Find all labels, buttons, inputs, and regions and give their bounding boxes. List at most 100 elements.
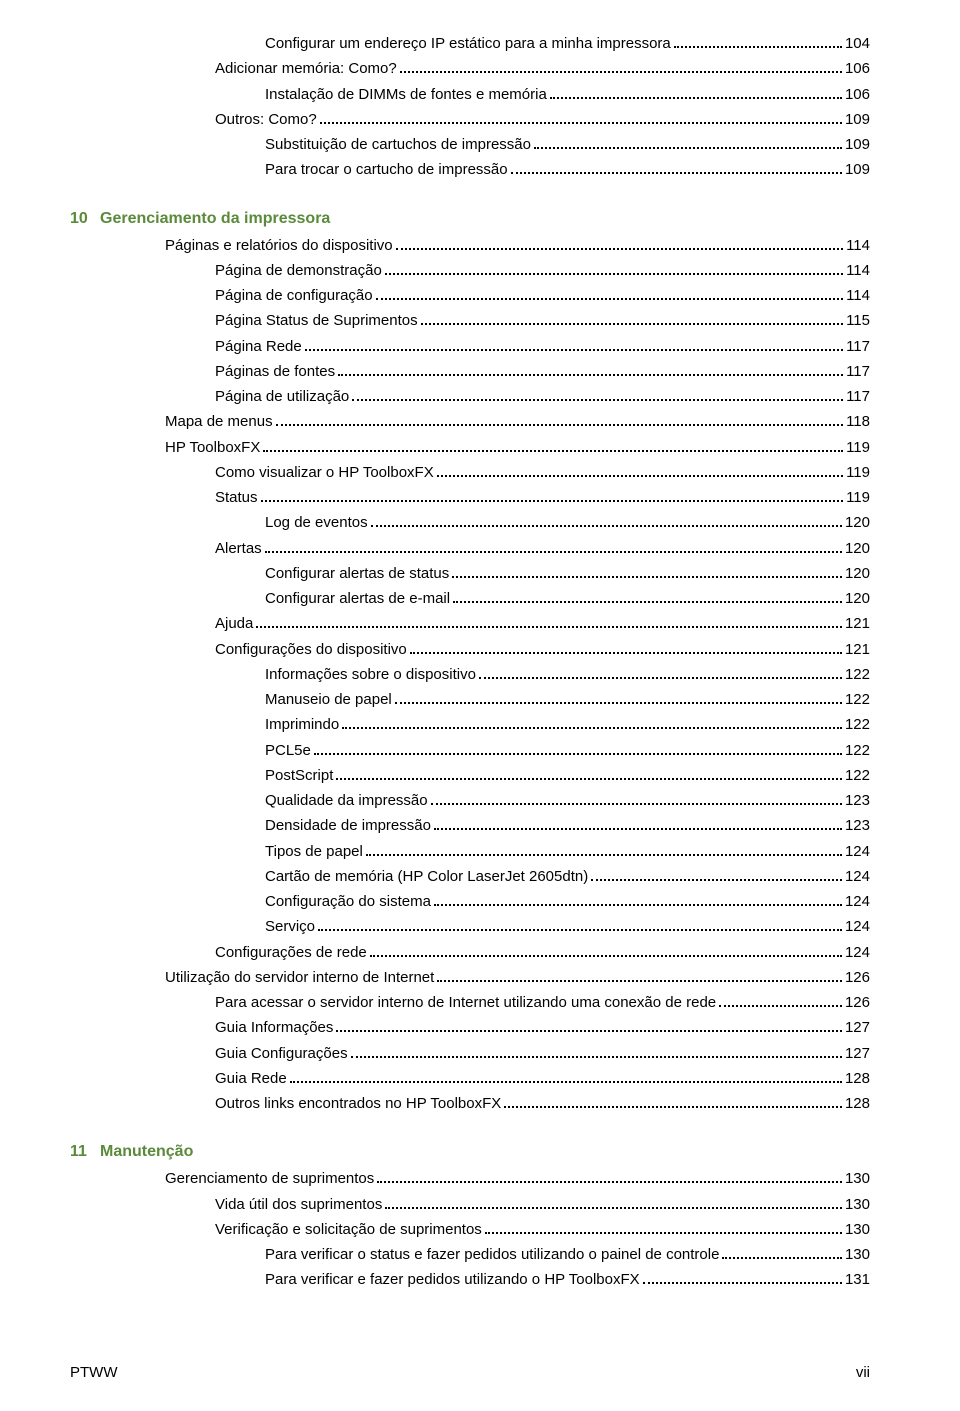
- toc-entry[interactable]: Página Rede117: [70, 335, 870, 358]
- toc-leader-dots: [263, 438, 843, 452]
- toc-entry-label: Páginas de fontes: [215, 360, 335, 383]
- toc-entry-page: 121: [845, 612, 870, 635]
- toc-entry[interactable]: Qualidade da impressão 123: [70, 789, 870, 812]
- toc-leader-dots: [370, 943, 842, 957]
- toc-entry-label: Configurar alertas de e-mail: [265, 587, 450, 610]
- toc-entry-label: Manuseio de papel: [265, 688, 392, 711]
- toc-entry[interactable]: Para trocar o cartucho de impressão109: [70, 158, 870, 181]
- toc-entry[interactable]: Adicionar memória: Como?106: [70, 57, 870, 80]
- toc-entry-label: Status: [215, 486, 258, 509]
- toc-leader-dots: [485, 1220, 842, 1234]
- toc-entry[interactable]: Verificação e solicitação de suprimentos…: [70, 1218, 870, 1241]
- toc-leader-dots: [410, 640, 842, 654]
- toc-leader-dots: [261, 488, 844, 502]
- toc-leader-dots: [377, 1169, 842, 1183]
- toc-entry-label: Página Status de Suprimentos: [215, 309, 418, 332]
- toc-entry-label: Imprimindo: [265, 713, 339, 736]
- toc-entry[interactable]: Página de configuração114: [70, 284, 870, 307]
- toc-entry[interactable]: Vida útil dos suprimentos130: [70, 1193, 870, 1216]
- toc-entry-page: 123: [845, 789, 870, 812]
- toc-entry[interactable]: Informações sobre o dispositivo 122: [70, 663, 870, 686]
- toc-entry[interactable]: Configuração do sistema124: [70, 890, 870, 913]
- toc-entry-page: 114: [846, 259, 870, 282]
- toc-entry[interactable]: Substituição de cartuchos de impressão 10…: [70, 133, 870, 156]
- toc-entry[interactable]: Como visualizar o HP ToolboxFX119: [70, 461, 870, 484]
- toc-entry-page: 130: [845, 1243, 870, 1266]
- toc-entry[interactable]: Cartão de memória (HP Color LaserJet 260…: [70, 865, 870, 888]
- toc-leader-dots: [352, 387, 843, 401]
- toc-entry-page: 131: [845, 1268, 870, 1291]
- toc-entry[interactable]: Densidade de impressão123: [70, 814, 870, 837]
- toc-leader-dots: [591, 867, 842, 881]
- toc-entry[interactable]: Para acessar o servidor interno de Inter…: [70, 991, 870, 1014]
- toc-leader-dots: [305, 337, 843, 351]
- toc-leader-dots: [351, 1044, 842, 1058]
- toc-entry[interactable]: Guia Informações127: [70, 1016, 870, 1039]
- toc-entry[interactable]: Página de utilização117: [70, 385, 870, 408]
- toc-entry-label: Substituição de cartuchos de impressão: [265, 133, 531, 156]
- toc-entry-page: 122: [845, 663, 870, 686]
- toc-entry[interactable]: HP ToolboxFX119: [70, 436, 870, 459]
- toc-entry[interactable]: Ajuda121: [70, 612, 870, 635]
- toc-leader-dots: [722, 1245, 842, 1259]
- toc-entry[interactable]: Configurar alertas de status120: [70, 562, 870, 585]
- toc-entry[interactable]: Configurações de rede124: [70, 941, 870, 964]
- toc-entry[interactable]: Manuseio de papel122: [70, 688, 870, 711]
- toc-entry-page: 126: [845, 991, 870, 1014]
- footer-right: vii: [856, 1364, 870, 1381]
- toc-entry-page: 124: [845, 915, 870, 938]
- toc-entry[interactable]: Alertas 120: [70, 537, 870, 560]
- toc-entry-label: Informações sobre o dispositivo: [265, 663, 476, 686]
- toc-leader-dots: [256, 614, 842, 628]
- toc-entry[interactable]: Mapa de menus118: [70, 410, 870, 433]
- toc-entry[interactable]: Tipos de papel124: [70, 840, 870, 863]
- toc-entry[interactable]: PCL5e122: [70, 739, 870, 762]
- toc-entry-page: 109: [845, 108, 870, 131]
- toc-entry-label: Qualidade da impressão: [265, 789, 428, 812]
- toc-entry-label: Configuração do sistema: [265, 890, 431, 913]
- toc-entry-label: Utilização do servidor interno de Intern…: [165, 966, 434, 989]
- toc-leader-dots: [437, 463, 843, 477]
- toc-leader-dots: [421, 311, 843, 325]
- toc-entry-page: 130: [845, 1167, 870, 1190]
- toc-entry[interactable]: Instalação de DIMMs de fontes e memória1…: [70, 83, 870, 106]
- toc-entry-page: 114: [846, 284, 870, 307]
- toc-leader-dots: [719, 993, 842, 1007]
- toc-entry-label: Serviço: [265, 915, 315, 938]
- toc-leader-dots: [338, 362, 843, 376]
- toc-entry[interactable]: PostScript122: [70, 764, 870, 787]
- toc-entry[interactable]: Utilização do servidor interno de Intern…: [70, 966, 870, 989]
- toc-entry[interactable]: Gerenciamento de suprimentos130: [70, 1167, 870, 1190]
- toc-entry[interactable]: Páginas e relatórios do dispositivo114: [70, 234, 870, 257]
- toc-leader-dots: [336, 1018, 842, 1032]
- chapter-title: Gerenciamento da impressora: [100, 210, 870, 228]
- toc-entry[interactable]: Guia Configurações127: [70, 1042, 870, 1065]
- toc-entry[interactable]: Página Status de Suprimentos115: [70, 309, 870, 332]
- toc-entry[interactable]: Log de eventos120: [70, 511, 870, 534]
- toc-entry[interactable]: Configurações do dispositivo121: [70, 638, 870, 661]
- toc-leader-dots: [290, 1069, 842, 1083]
- toc-entry[interactable]: Para verificar o status e fazer pedidos …: [70, 1243, 870, 1266]
- toc-leader-dots: [395, 690, 842, 704]
- toc-entry[interactable]: Imprimindo122: [70, 713, 870, 736]
- toc-entry-page: 122: [845, 764, 870, 787]
- toc-entry[interactable]: Páginas de fontes117: [70, 360, 870, 383]
- toc-entry-label: Guia Rede: [215, 1067, 287, 1090]
- toc-entry-label: Para acessar o servidor interno de Inter…: [215, 991, 716, 1014]
- toc-entry[interactable]: Página de demonstração114: [70, 259, 870, 282]
- toc-entry-page: 109: [845, 133, 870, 156]
- toc-entry[interactable]: Configurar alertas de e-mail120: [70, 587, 870, 610]
- toc-entry[interactable]: Para verificar e fazer pedidos utilizand…: [70, 1268, 870, 1291]
- toc-entry[interactable]: Configurar um endereço IP estático para …: [70, 32, 870, 55]
- toc-entry[interactable]: Status119: [70, 486, 870, 509]
- toc-entry-page: 120: [845, 537, 870, 560]
- toc-entry-label: Configurações do dispositivo: [215, 638, 407, 661]
- toc-entry-page: 124: [845, 865, 870, 888]
- toc-entry-label: Alertas: [215, 537, 262, 560]
- toc-entry[interactable]: Outros links encontrados no HP ToolboxFX…: [70, 1092, 870, 1115]
- toc-entry[interactable]: Serviço 124: [70, 915, 870, 938]
- toc-entry[interactable]: Guia Rede128: [70, 1067, 870, 1090]
- toc-entry[interactable]: Outros: Como?109: [70, 108, 870, 131]
- toc-leader-dots: [385, 261, 843, 275]
- toc-entry-label: Como visualizar o HP ToolboxFX: [215, 461, 434, 484]
